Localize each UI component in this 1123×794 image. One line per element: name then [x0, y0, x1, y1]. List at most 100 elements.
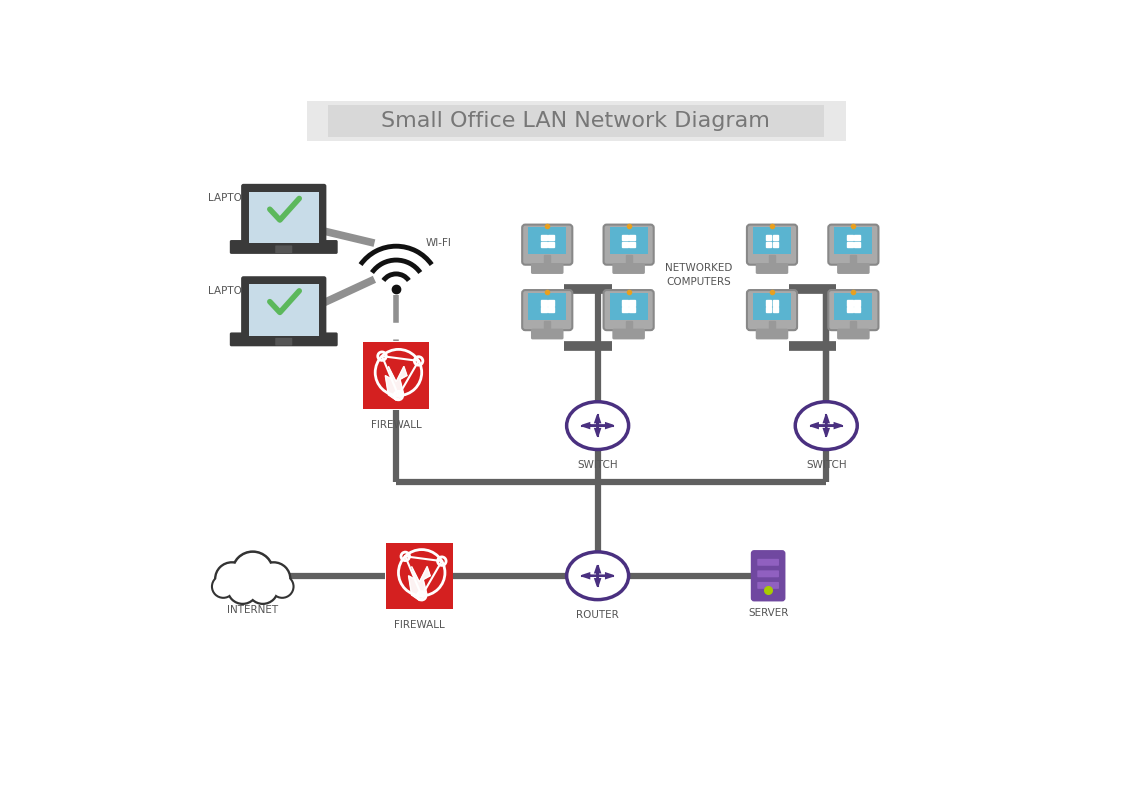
- Bar: [548, 234, 554, 240]
- Circle shape: [249, 575, 276, 603]
- FancyBboxPatch shape: [531, 329, 564, 339]
- Bar: [548, 307, 554, 313]
- FancyBboxPatch shape: [275, 337, 292, 345]
- Text: FIREWALL: FIREWALL: [394, 620, 445, 630]
- Text: SERVER: SERVER: [748, 608, 788, 618]
- Bar: [773, 234, 778, 240]
- Text: SWITCH: SWITCH: [806, 461, 847, 470]
- Bar: [766, 234, 772, 240]
- Bar: [541, 300, 547, 306]
- Bar: [626, 256, 632, 264]
- Bar: [847, 241, 852, 247]
- Circle shape: [272, 576, 292, 597]
- Text: WI-FI: WI-FI: [426, 238, 451, 248]
- Bar: [847, 307, 852, 313]
- FancyBboxPatch shape: [747, 225, 797, 264]
- Bar: [541, 241, 547, 247]
- FancyArrow shape: [595, 576, 600, 586]
- FancyBboxPatch shape: [757, 582, 779, 589]
- FancyBboxPatch shape: [522, 290, 573, 330]
- Polygon shape: [409, 567, 430, 600]
- Bar: [769, 256, 775, 264]
- FancyBboxPatch shape: [603, 290, 654, 330]
- FancyBboxPatch shape: [249, 191, 319, 243]
- FancyArrow shape: [827, 423, 841, 428]
- FancyArrow shape: [583, 573, 597, 578]
- FancyBboxPatch shape: [752, 551, 784, 600]
- Bar: [622, 307, 628, 313]
- FancyBboxPatch shape: [754, 227, 791, 254]
- FancyArrow shape: [583, 423, 597, 428]
- FancyBboxPatch shape: [249, 284, 319, 336]
- Bar: [773, 300, 778, 306]
- FancyBboxPatch shape: [610, 227, 648, 254]
- Polygon shape: [385, 366, 407, 400]
- FancyBboxPatch shape: [834, 293, 873, 320]
- Bar: [629, 307, 634, 313]
- Bar: [545, 256, 550, 264]
- FancyArrow shape: [811, 423, 827, 428]
- Circle shape: [228, 574, 257, 603]
- FancyBboxPatch shape: [522, 225, 573, 264]
- Bar: [773, 307, 778, 313]
- Bar: [766, 300, 772, 306]
- Bar: [622, 241, 628, 247]
- Bar: [626, 321, 632, 330]
- Bar: [855, 234, 859, 240]
- FancyArrow shape: [824, 426, 829, 436]
- Text: LAPTOP: LAPTOP: [208, 286, 248, 296]
- FancyBboxPatch shape: [603, 225, 654, 264]
- Bar: [850, 321, 857, 330]
- Bar: [766, 241, 772, 247]
- FancyBboxPatch shape: [275, 245, 292, 253]
- FancyBboxPatch shape: [757, 570, 779, 577]
- Circle shape: [212, 576, 235, 597]
- Bar: [766, 307, 772, 313]
- Bar: [855, 300, 859, 306]
- FancyBboxPatch shape: [756, 263, 788, 274]
- FancyBboxPatch shape: [756, 329, 788, 339]
- Circle shape: [213, 576, 234, 597]
- Circle shape: [216, 563, 248, 595]
- Circle shape: [248, 574, 277, 603]
- Bar: [847, 234, 852, 240]
- FancyBboxPatch shape: [328, 105, 824, 137]
- Bar: [548, 241, 554, 247]
- FancyBboxPatch shape: [612, 263, 645, 274]
- FancyBboxPatch shape: [829, 290, 878, 330]
- Text: SWITCH: SWITCH: [577, 461, 618, 470]
- Bar: [622, 300, 628, 306]
- FancyBboxPatch shape: [230, 240, 338, 254]
- Bar: [847, 300, 852, 306]
- FancyBboxPatch shape: [307, 101, 846, 141]
- FancyBboxPatch shape: [528, 293, 566, 320]
- Bar: [541, 307, 547, 313]
- FancyBboxPatch shape: [829, 225, 878, 264]
- Bar: [545, 321, 550, 330]
- Text: Small Office LAN Network Diagram: Small Office LAN Network Diagram: [382, 110, 770, 131]
- Circle shape: [272, 576, 293, 597]
- Bar: [855, 241, 859, 247]
- FancyBboxPatch shape: [528, 227, 566, 254]
- Bar: [773, 241, 778, 247]
- Text: FIREWALL: FIREWALL: [371, 420, 421, 430]
- Circle shape: [229, 575, 257, 603]
- FancyBboxPatch shape: [612, 329, 645, 339]
- Circle shape: [232, 552, 273, 592]
- Circle shape: [257, 563, 290, 595]
- Bar: [629, 234, 634, 240]
- FancyBboxPatch shape: [837, 329, 869, 339]
- Bar: [855, 307, 859, 313]
- FancyBboxPatch shape: [386, 542, 453, 609]
- FancyBboxPatch shape: [747, 290, 797, 330]
- FancyArrow shape: [595, 426, 600, 436]
- Bar: [548, 300, 554, 306]
- Circle shape: [234, 553, 272, 591]
- FancyBboxPatch shape: [363, 342, 429, 409]
- FancyBboxPatch shape: [834, 227, 873, 254]
- Bar: [629, 300, 634, 306]
- Bar: [629, 241, 634, 247]
- FancyArrow shape: [595, 565, 600, 576]
- FancyBboxPatch shape: [230, 333, 338, 346]
- FancyArrow shape: [595, 415, 600, 426]
